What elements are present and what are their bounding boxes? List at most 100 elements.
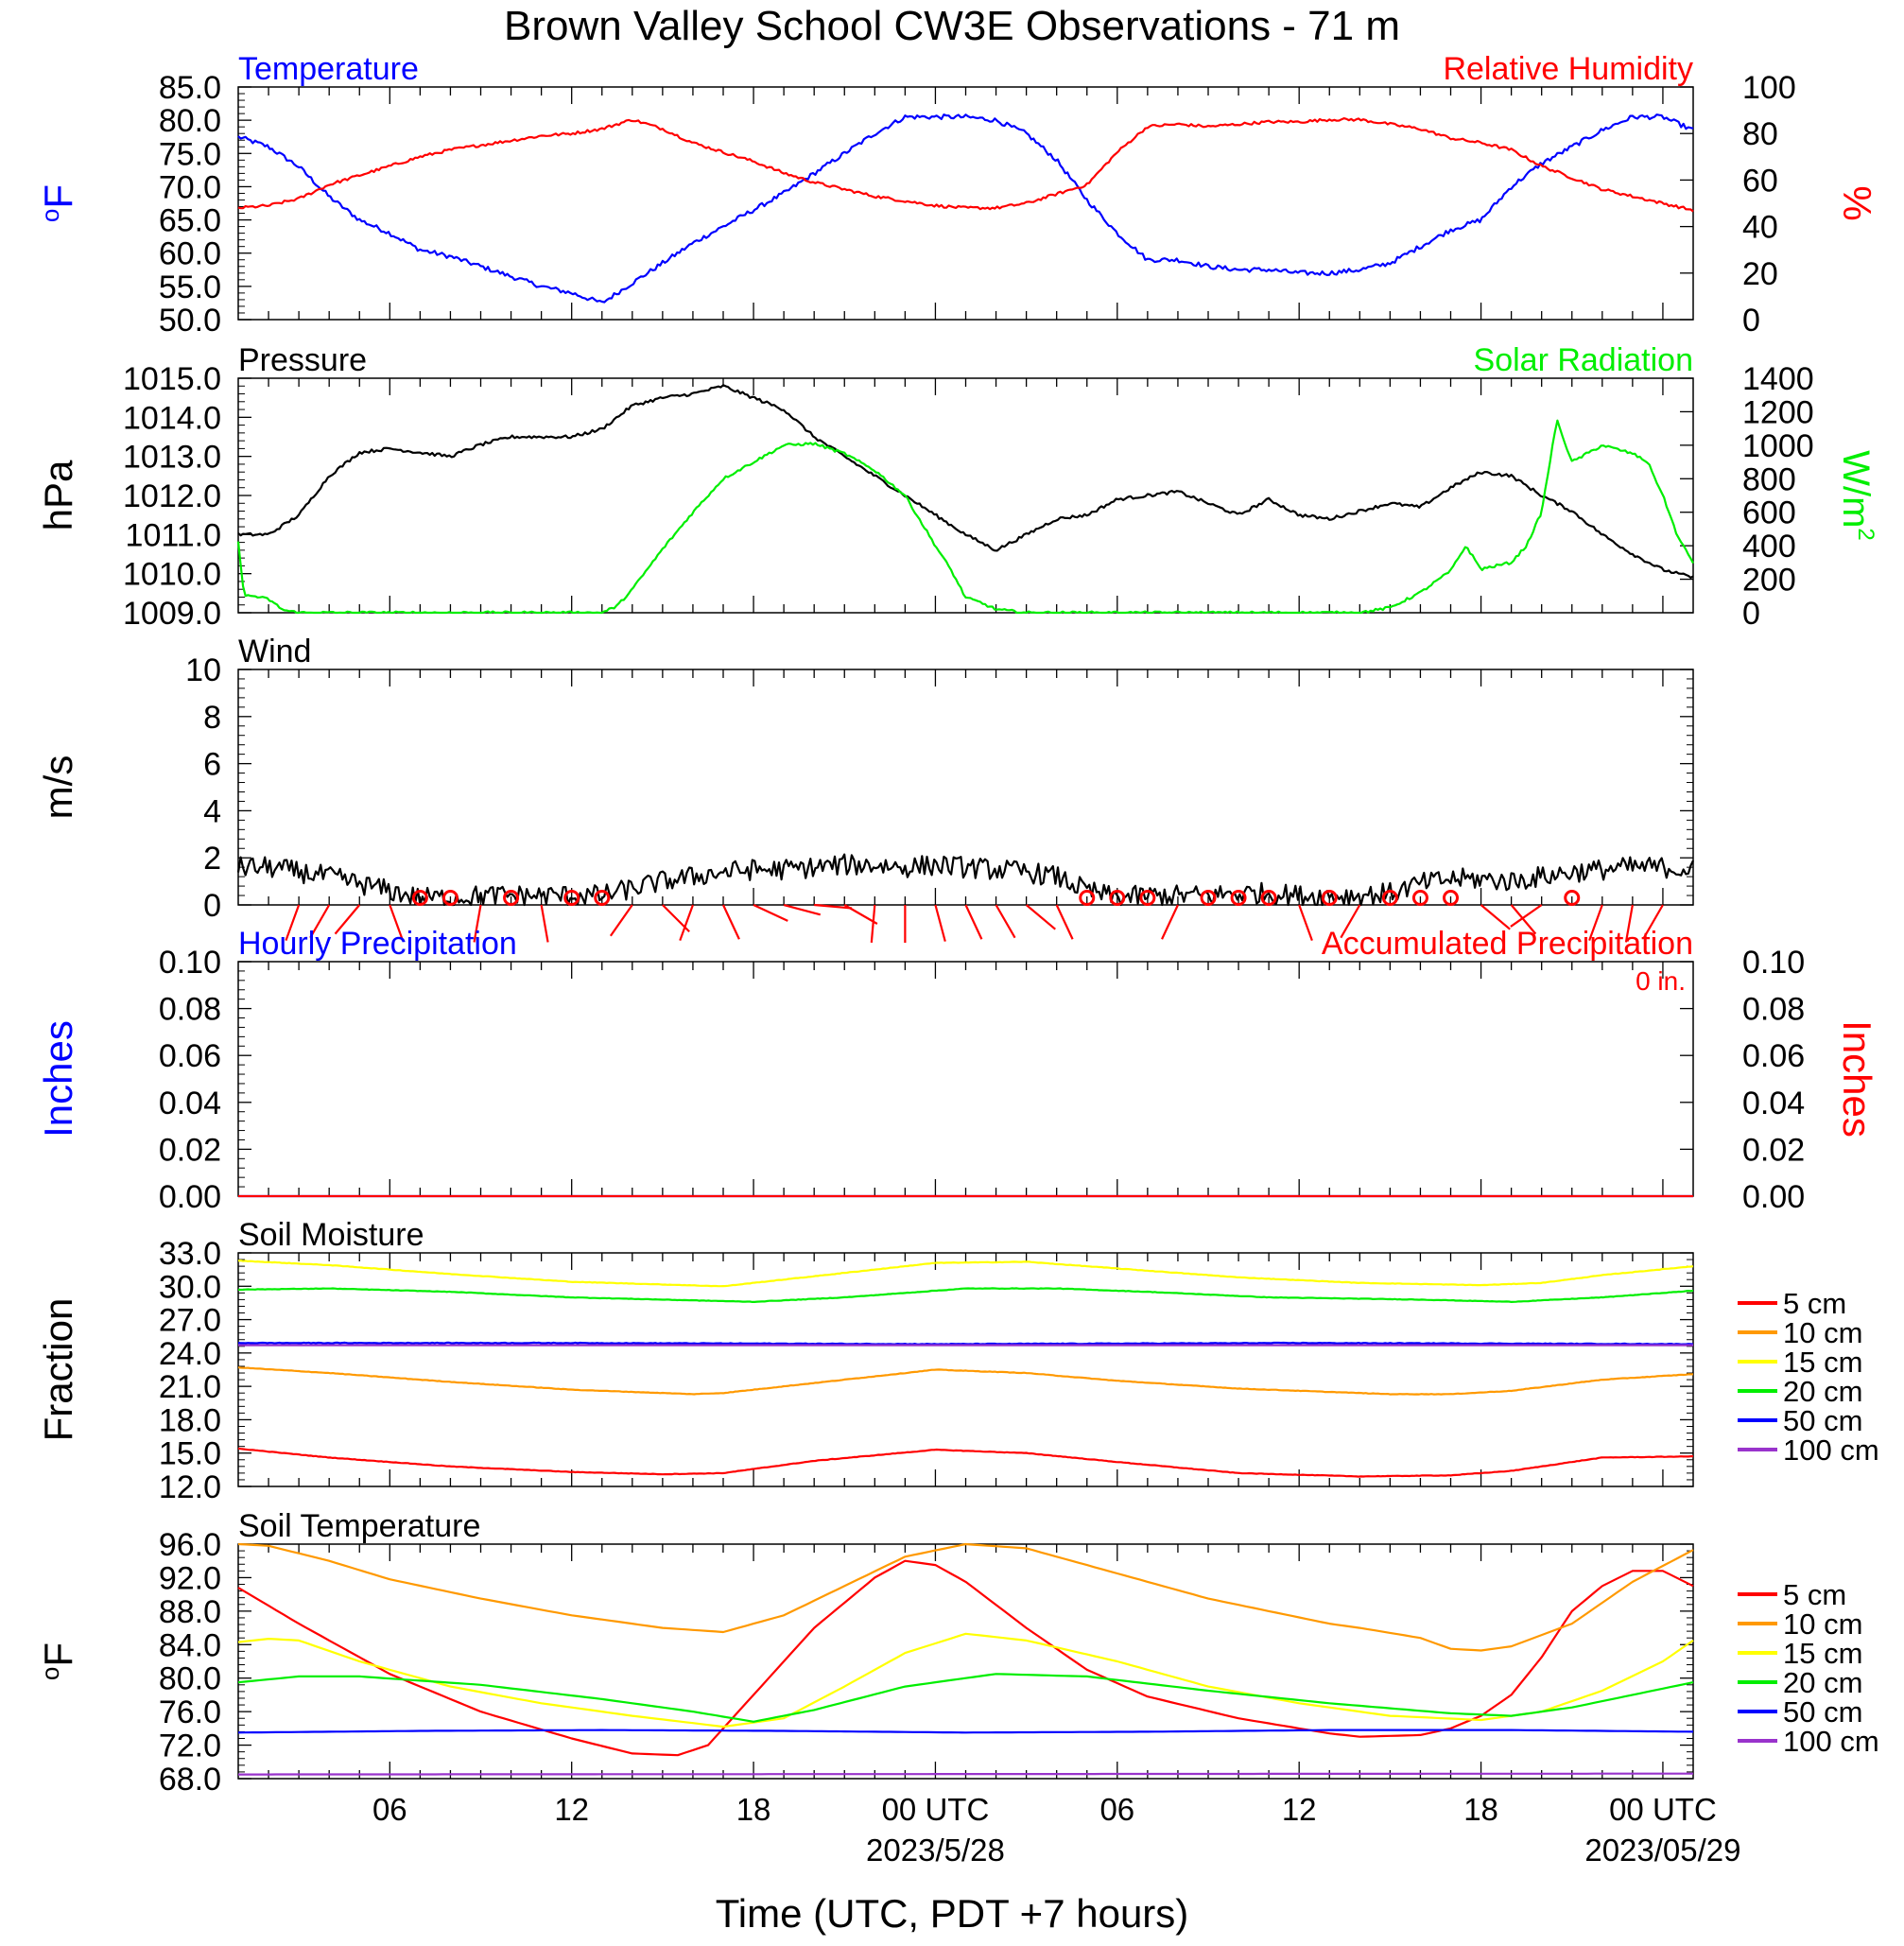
y-tick-label-left: 10 bbox=[185, 652, 221, 688]
x-tick-label: 00 UTC bbox=[1609, 1792, 1717, 1827]
wind-calm-circle bbox=[1200, 890, 1217, 907]
y-tick-label-right: 1000 bbox=[1742, 428, 1814, 464]
y-tick-label-left: 55.0 bbox=[159, 269, 221, 305]
panel-title-right: Accumulated Precipitation bbox=[1322, 926, 1693, 962]
series-line bbox=[237, 1632, 1694, 1729]
y-tick-label-left: 80.0 bbox=[159, 1661, 221, 1697]
y-tick-label-left: 92.0 bbox=[159, 1560, 221, 1596]
wind-barb bbox=[1510, 904, 1543, 928]
y-tick-label-left: 75.0 bbox=[159, 136, 221, 172]
series-line bbox=[237, 1341, 1694, 1346]
plot-frame bbox=[237, 1543, 1694, 1780]
panel-title-left: Soil Temperature bbox=[238, 1508, 480, 1544]
y-tick-label-left: 2 bbox=[203, 841, 221, 877]
x-tick-label: 18 bbox=[736, 1792, 771, 1827]
wind-barb bbox=[473, 904, 482, 943]
y-tick-label-right: 0.10 bbox=[1742, 945, 1805, 981]
wind-barb bbox=[285, 904, 301, 941]
panel-wind: 0 2 4 6 8 10 Wind m/s bbox=[36, 634, 1694, 943]
wind-barb bbox=[1025, 904, 1056, 930]
panel-title-left: Pressure bbox=[238, 342, 367, 378]
y-tick-label-right: 0.00 bbox=[1742, 1179, 1805, 1215]
wind-calm-circle bbox=[1321, 890, 1338, 907]
y-tick-label-right: 200 bbox=[1742, 563, 1796, 599]
x-axis-ticklabels: 06 12 18 00 UTC 06 12 18 00 UTC 2023/5/28 2023/05… bbox=[372, 1792, 1741, 1868]
y-tick-label-left: 0.06 bbox=[159, 1038, 221, 1074]
plot-frame bbox=[237, 377, 1694, 614]
wind-calm-circle bbox=[594, 890, 611, 907]
wind-barb bbox=[964, 904, 983, 940]
wind-barb bbox=[1298, 904, 1313, 941]
y-tick-label-left: 6 bbox=[203, 747, 221, 783]
y-tick-label-left: 85.0 bbox=[159, 70, 221, 106]
wind-barb bbox=[609, 904, 633, 937]
y-tick-label-left: 24.0 bbox=[159, 1336, 221, 1372]
legend-label: 10 cm bbox=[1783, 1607, 1862, 1641]
panel-title-right: Solar Radiation bbox=[1474, 342, 1693, 378]
wind-calm-circle bbox=[1411, 890, 1428, 907]
wind-barb bbox=[540, 904, 549, 943]
wind-barb bbox=[679, 904, 694, 941]
legend-label: 10 cm bbox=[1783, 1316, 1862, 1349]
y-tick-label-right: 0 bbox=[1742, 303, 1760, 339]
y-axis-label-left: oF bbox=[36, 184, 80, 222]
wind-calm-circle bbox=[1443, 890, 1459, 907]
y-tick-label-left: 30.0 bbox=[159, 1269, 221, 1305]
wind-barb bbox=[995, 904, 1016, 939]
x-axis-label: Time (UTC, PDT +7 hours) bbox=[716, 1891, 1189, 1936]
y-tick-label-left: 4 bbox=[203, 793, 221, 829]
wind-barb bbox=[1480, 904, 1511, 930]
wind-calm-circle bbox=[1564, 890, 1581, 907]
wind-barb bbox=[753, 904, 788, 922]
wind-barb bbox=[934, 904, 946, 942]
wind-calm-circle bbox=[503, 890, 520, 907]
panel-soil_moisture: 12.015.018.021.024.027.030.033.0 Soil Moi… bbox=[36, 1217, 1879, 1505]
y-tick-label-right: 0.06 bbox=[1742, 1038, 1805, 1074]
y-tick-label-left: 8 bbox=[203, 700, 221, 736]
wind-barb bbox=[870, 904, 876, 943]
y-tick-label-left: 1011.0 bbox=[126, 517, 221, 553]
y-tick-label-left: 1012.0 bbox=[123, 478, 221, 514]
legend-label: 5 cm bbox=[1783, 1578, 1846, 1611]
y-tick-label-left: 88.0 bbox=[159, 1594, 221, 1630]
y-tick-label-left: 50.0 bbox=[159, 303, 221, 339]
y-tick-label-left: 18.0 bbox=[159, 1402, 221, 1438]
y-tick-label-left: 1014.0 bbox=[123, 400, 221, 436]
x-tick-label: 06 bbox=[372, 1792, 407, 1827]
series-line bbox=[236, 853, 1694, 907]
wind-barb bbox=[1588, 904, 1603, 941]
series-line bbox=[237, 1447, 1693, 1478]
y-tick-label-left: 1010.0 bbox=[123, 557, 221, 593]
y-tick-label-left: 1009.0 bbox=[123, 596, 221, 632]
y-axis-label-left: Inches bbox=[36, 1020, 80, 1138]
wind-barb bbox=[1624, 904, 1634, 943]
x-tick-label: 18 bbox=[1463, 1792, 1498, 1827]
y-axis-label-left: Fraction bbox=[36, 1298, 80, 1442]
plot-frame bbox=[237, 86, 1694, 321]
y-tick-label-left: 0.00 bbox=[159, 1179, 221, 1215]
series-line bbox=[237, 113, 1694, 304]
y-tick-label-right: 40 bbox=[1742, 210, 1778, 246]
wind-calm-circle bbox=[1260, 890, 1277, 907]
wind-barb bbox=[1642, 904, 1664, 939]
x-tick-label: 06 bbox=[1099, 1792, 1134, 1827]
series-line bbox=[237, 1366, 1694, 1396]
y-axis-label-left: oF bbox=[36, 1642, 80, 1680]
x-date-label: 2023/05/29 bbox=[1584, 1833, 1740, 1868]
wind-barb bbox=[843, 904, 878, 925]
wind-calm-circle bbox=[1381, 890, 1398, 907]
wind-calm-circle bbox=[1139, 890, 1156, 907]
series-line bbox=[237, 1287, 1694, 1303]
panel-annotation: 0 in. bbox=[1636, 966, 1686, 996]
series-line bbox=[237, 117, 1694, 213]
y-tick-label-left: 76.0 bbox=[159, 1694, 221, 1730]
x-tick-label: 00 UTC bbox=[882, 1792, 990, 1827]
panel-soil_temp: 68.072.076.080.084.088.092.096.0 Soil Tem… bbox=[36, 1508, 1879, 1798]
y-axis-label-left: hPa bbox=[36, 460, 80, 530]
series-line bbox=[237, 1729, 1694, 1734]
panel-title-left: Wind bbox=[238, 634, 311, 669]
y-tick-label-left: 72.0 bbox=[159, 1729, 221, 1764]
series-line bbox=[237, 384, 1694, 579]
plot-frame bbox=[237, 961, 1694, 1197]
legend-label: 50 cm bbox=[1783, 1404, 1862, 1437]
